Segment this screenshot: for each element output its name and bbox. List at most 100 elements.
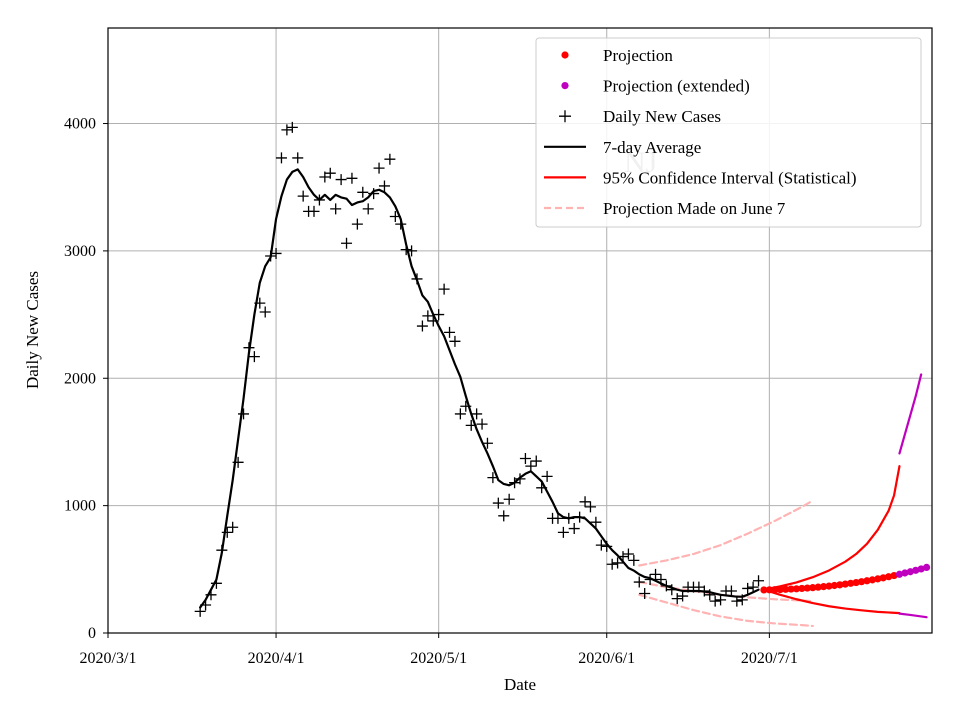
daily-case-marker <box>194 605 206 617</box>
legend-item-projection_ext: Projection (extended) <box>561 77 750 96</box>
ci-lower-line <box>762 588 901 615</box>
daily-case-marker <box>384 153 396 165</box>
daily-case-marker <box>606 558 618 570</box>
daily-case-marker <box>617 551 629 563</box>
legend-item-projection: Projection <box>561 46 673 65</box>
daily-case-marker <box>481 437 493 449</box>
daily-case-marker <box>731 595 743 607</box>
daily-case-marker <box>579 496 591 508</box>
daily-case-marker <box>568 523 580 535</box>
legend-label-projection: Projection <box>603 46 673 65</box>
projection-dot <box>798 584 806 593</box>
ci-upper-extended-line <box>898 373 923 455</box>
daily-case-marker <box>595 539 607 551</box>
projection-extended-dot <box>912 566 920 574</box>
x-axis-label: Date <box>504 675 536 694</box>
daily-case-marker <box>590 516 602 528</box>
y-tick-label: 3000 <box>64 243 96 260</box>
daily-case-marker <box>514 473 526 485</box>
daily-case-marker <box>292 152 304 164</box>
daily-case-marker <box>574 511 586 523</box>
daily-case-marker <box>400 244 412 256</box>
daily-case-marker <box>525 460 537 472</box>
daily-case-marker <box>492 497 504 509</box>
legend-label-daily: Daily New Cases <box>603 107 721 126</box>
daily-case-marker <box>650 568 662 580</box>
daily-case-marker <box>519 453 531 465</box>
daily-case-marker <box>210 577 222 589</box>
y-axis-label: Daily New Cases <box>23 271 42 389</box>
legend-box <box>535 37 922 228</box>
y-tick-label: 0 <box>88 625 96 642</box>
daily-case-marker <box>243 342 255 354</box>
daily-case-marker <box>378 180 390 192</box>
daily-case-marker <box>736 594 748 606</box>
legend-item-ci: 95% Confidence Interval (Statistical) <box>544 168 857 187</box>
y-tick-label: 2000 <box>64 370 96 387</box>
daily-case-marker <box>248 351 260 363</box>
daily-case-marker <box>601 540 613 552</box>
daily-case-marker <box>677 590 689 602</box>
daily-case-marker <box>411 273 423 285</box>
daily-case-marker <box>313 194 325 206</box>
daily-case-marker <box>232 456 244 468</box>
projection-extended-dot <box>901 569 909 577</box>
legend: Projection Projection (extended) Daily New… <box>535 37 922 228</box>
projection-dot <box>874 575 882 583</box>
y-tick-label: 4000 <box>64 116 96 133</box>
projection-dot <box>771 586 779 594</box>
projection-dot <box>836 581 844 589</box>
projection-dot <box>776 585 784 594</box>
daily-case-marker <box>368 188 380 200</box>
legend-item-daily: Daily New Cases <box>559 107 721 126</box>
projection-dot <box>792 585 801 593</box>
projection-extended-dot <box>906 568 914 576</box>
x-axis-ticks: 2020/3/1 2020/4/1 2020/5/1 2020/6/1 2020/7/1 <box>80 633 798 667</box>
daily-case-marker <box>536 482 548 494</box>
daily-case-marker <box>324 167 336 179</box>
daily-case-marker <box>503 493 515 505</box>
daily-case-marker <box>308 205 320 217</box>
daily-case-marker <box>622 548 634 560</box>
daily-case-marker <box>357 186 369 198</box>
daily-case-marker <box>725 585 737 597</box>
legend-marker-projection_ext <box>561 82 569 90</box>
projection-extended-dot <box>895 570 904 578</box>
june7-upper-line <box>638 499 814 567</box>
daily-case-marker <box>639 588 651 600</box>
daily-case-marker <box>628 554 640 566</box>
plot-frame <box>107 27 933 634</box>
x-tick-label: 2020/7/1 <box>741 650 798 667</box>
projection-dot <box>847 579 855 587</box>
projection-dot <box>857 578 866 586</box>
daily-case-marker <box>265 250 277 262</box>
daily-case-marker <box>747 581 759 593</box>
projection-dot <box>809 584 817 592</box>
projection-dot <box>765 586 773 594</box>
daily-case-marker <box>498 510 510 522</box>
daily-case-marker <box>406 245 418 257</box>
projection-dot <box>819 583 828 591</box>
daily-case-marker <box>286 121 298 133</box>
daily-case-marker <box>644 574 656 586</box>
daily-case-marker <box>281 124 293 136</box>
daily-case-marker <box>438 283 450 295</box>
projection-dot <box>825 582 833 590</box>
projection-dot <box>782 585 790 593</box>
daily-case-marker <box>715 594 727 606</box>
daily-case-marker <box>346 172 358 184</box>
daily-case-marker <box>216 544 228 556</box>
daily-case-marker <box>584 501 596 513</box>
daily-case-marker <box>666 584 678 596</box>
projection-dot <box>885 573 893 581</box>
daily-case-marker <box>709 595 721 607</box>
daily-case-marker <box>341 237 353 249</box>
projection-extended-dot <box>922 563 931 572</box>
daily-case-marker <box>742 582 754 594</box>
daily-case-marker <box>476 418 488 430</box>
projection-dot <box>830 581 839 590</box>
projection-dot <box>852 578 860 587</box>
legend-items: Projection Projection (extended) Daily New… <box>544 46 857 218</box>
daily-case-marker <box>487 472 499 484</box>
